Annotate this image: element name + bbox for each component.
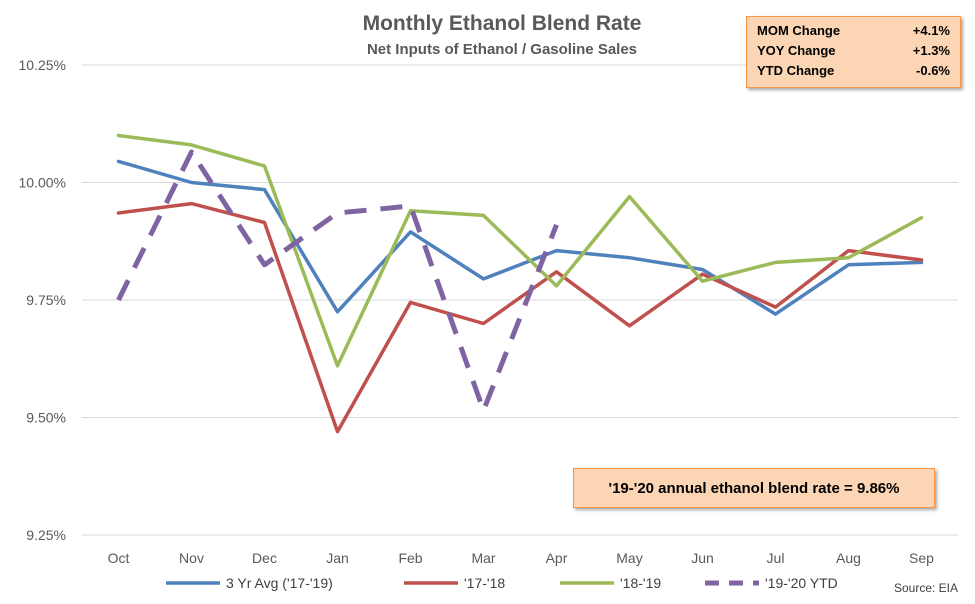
x-tick-label: Jan: [326, 550, 349, 566]
legend: 3 Yr Avg ('17-'19) '17-'18 '18-'19 '19-'20 …: [166, 575, 838, 591]
x-tick-label: Dec: [252, 550, 277, 566]
legend-label: 3 Yr Avg ('17-'19): [226, 575, 333, 591]
stat-row-yoy: YOY Change +1.3%: [757, 41, 950, 61]
y-tick-label: 9.50%: [26, 410, 66, 426]
x-tick-label: Nov: [179, 550, 204, 566]
stat-label: YOY Change: [757, 43, 836, 58]
y-tick-label: 10.00%: [19, 175, 66, 191]
chart-subtitle: Net Inputs of Ethanol / Gasoline Sales: [367, 41, 637, 58]
gridlines: [82, 64, 958, 536]
stat-row-mom: MOM Change +4.1%: [757, 21, 950, 41]
legend-label: '18-'19: [620, 575, 661, 591]
y-axis-ticks: 9.25% 9.50% 9.75% 10.00% 10.25%: [19, 57, 66, 543]
stat-value: -0.6%: [916, 63, 950, 78]
source-label: Source: EIA: [894, 581, 958, 595]
annual-blend-rate-annotation: '19-'20 annual ethanol blend rate = 9.86…: [573, 468, 935, 508]
x-tick-label: Sep: [909, 550, 934, 566]
stat-label: MOM Change: [757, 23, 841, 38]
x-tick-label: Oct: [108, 550, 130, 566]
y-tick-label: 10.25%: [19, 57, 66, 73]
y-tick-label: 9.25%: [26, 527, 66, 543]
x-tick-label: Mar: [471, 550, 495, 566]
x-tick-label: Aug: [836, 550, 861, 566]
series-lines: [116, 133, 924, 434]
stat-value: +4.1%: [912, 23, 950, 38]
x-tick-label: Apr: [546, 550, 568, 566]
stat-label: YTD Change: [757, 63, 835, 78]
x-tick-label: Jul: [767, 550, 785, 566]
x-axis-ticks: Oct Nov Dec Jan Feb Mar Apr May Jun Jul Aug Sep: [108, 550, 935, 566]
chart-title: Monthly Ethanol Blend Rate: [363, 12, 642, 35]
x-tick-label: May: [616, 550, 642, 566]
series-line: [116, 133, 924, 368]
change-stats-box: MOM Change +4.1% YOY Change +1.3% YTD Ch…: [746, 16, 961, 88]
series-line: [116, 201, 924, 434]
x-tick-label: Feb: [398, 550, 422, 566]
stat-row-ytd: YTD Change -0.6%: [757, 61, 950, 81]
legend-label: '17-'18: [464, 575, 505, 591]
series-line: [116, 159, 924, 316]
x-tick-label: Jun: [691, 550, 714, 566]
y-tick-label: 9.75%: [26, 292, 66, 308]
stat-value: +1.3%: [912, 43, 950, 58]
series-line: [116, 149, 559, 413]
legend-label: '19-'20 YTD: [765, 575, 838, 591]
